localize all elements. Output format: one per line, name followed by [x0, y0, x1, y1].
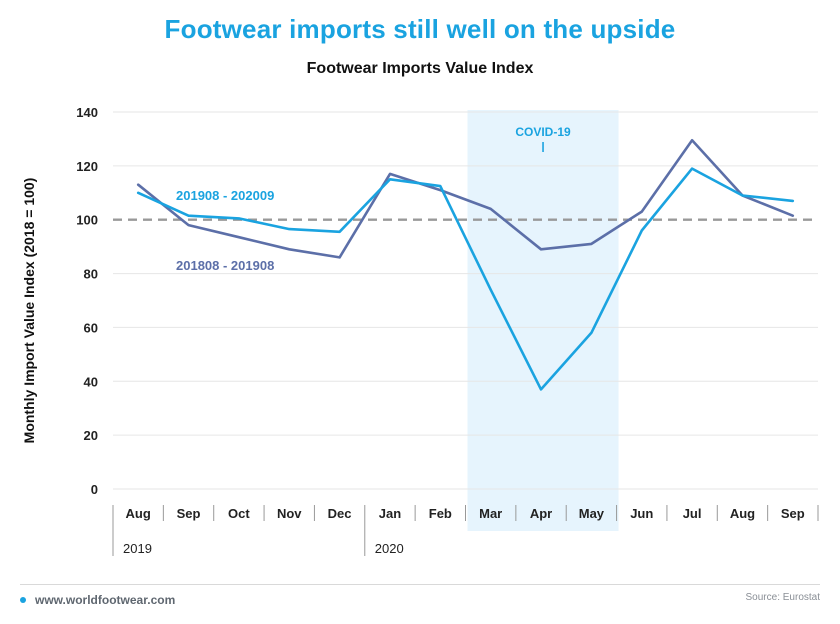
x-tick-label: Sep	[177, 506, 201, 521]
y-tick-label: 40	[84, 374, 98, 389]
series-label: 201808 - 201908	[176, 258, 274, 273]
series-line-2	[136, 167, 795, 391]
bullet-icon	[20, 597, 26, 603]
series-line-1	[136, 139, 795, 259]
year-label: 2019	[123, 541, 152, 556]
y-tick-label: 140	[76, 105, 98, 120]
series-label: 201908 - 202009	[176, 188, 274, 203]
line-chart: 0 20 40 60 80 100 120 140 Aug Sep Oct Nov Dec Jan Feb…	[21, 105, 819, 556]
x-tick-label: Mar	[479, 506, 502, 521]
x-tick-label: Aug	[126, 506, 151, 521]
y-tick-label: 100	[76, 213, 98, 228]
y-tick-label: 20	[84, 428, 98, 443]
x-tick-label: Nov	[277, 506, 302, 521]
footer-divider	[20, 584, 820, 585]
y-tick-label: 120	[76, 159, 98, 174]
chart-title: Footwear Imports Value Index	[306, 60, 534, 77]
series-labels: 201808 - 201908 201908 - 202009	[176, 188, 274, 273]
site-url: www.worldfootwear.com	[35, 593, 176, 607]
x-tick-label: Jul	[683, 506, 702, 521]
x-tick-label: Aug	[730, 506, 755, 521]
y-axis: 0 20 40 60 80 100 120 140	[76, 105, 98, 497]
x-tick-label: Feb	[429, 506, 452, 521]
x-tick-label: Dec	[328, 506, 352, 521]
covid-shaded-region	[467, 110, 619, 531]
x-tick-label: Jun	[630, 506, 653, 521]
x-tick-label: Sep	[781, 506, 805, 521]
site-link[interactable]: www.worldfootwear.com	[20, 593, 175, 607]
y-tick-label: 60	[84, 320, 98, 335]
x-tick-label: May	[579, 506, 605, 521]
x-tick-label: Oct	[228, 506, 250, 521]
y-tick-label: 0	[91, 482, 98, 497]
y-axis-label: Monthly Import Value Index (2018 = 100)	[21, 178, 37, 444]
covid-label: COVID-19	[515, 125, 571, 139]
data-series	[136, 139, 795, 391]
y-tick-label: 80	[84, 267, 98, 282]
year-label: 2020	[375, 541, 404, 556]
headline: Footwear imports still well on the upsid…	[164, 14, 676, 44]
x-tick-label: Jan	[379, 506, 401, 521]
source-note: Source: Eurostat	[745, 592, 820, 603]
gridlines	[113, 111, 818, 490]
x-tick-label: Apr	[530, 506, 552, 521]
x-axis: Aug Sep Oct Nov Dec Jan Feb Mar Apr May Jun Jul Aug S…	[112, 505, 819, 556]
